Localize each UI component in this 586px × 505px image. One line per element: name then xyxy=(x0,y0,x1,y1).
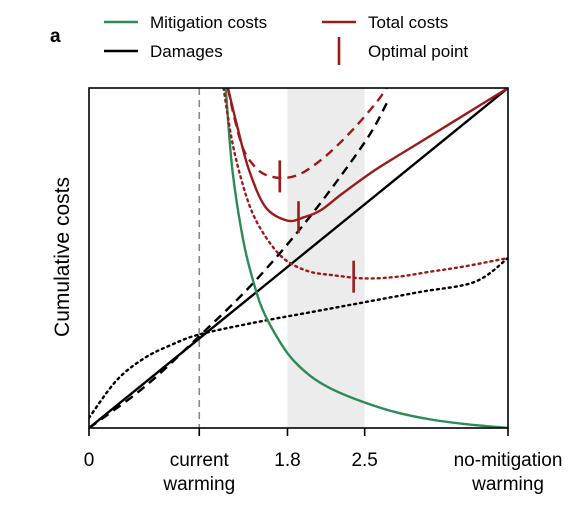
damages-dotted-line xyxy=(89,256,508,419)
legend-label: Optimal point xyxy=(368,42,468,61)
total-dotted-line xyxy=(222,88,508,280)
damages-dashed-line xyxy=(89,102,388,428)
axes-frame xyxy=(88,87,509,429)
legend: Mitigation costs Total costs Damages Optima… xyxy=(104,13,468,65)
x-tick-label: warming xyxy=(471,474,544,495)
legend-label: Total costs xyxy=(368,13,448,32)
optimal-marker-layer xyxy=(278,160,355,293)
x-tick-label: warming xyxy=(162,474,235,495)
series-layer xyxy=(89,88,508,428)
total-dashed-line xyxy=(226,88,388,180)
legend-label: Damages xyxy=(150,42,223,61)
x-axis-ticks: 0 current warming 1.8 2.5 no-mitigation warmin… xyxy=(84,428,563,495)
damages-solid-line xyxy=(89,88,508,428)
total-solid-line xyxy=(226,88,508,223)
x-tick-label: 2.5 xyxy=(351,450,377,471)
x-tick-label: 0 xyxy=(84,450,95,471)
legend-label: Mitigation costs xyxy=(150,13,267,32)
panel-label: a xyxy=(50,26,61,47)
plot-frame xyxy=(88,87,509,429)
x-tick-label: no-mitigation xyxy=(454,450,563,471)
x-tick-label: 1.8 xyxy=(274,450,300,471)
y-axis-label: Cumulative costs xyxy=(51,177,74,337)
mitigation-solid-line xyxy=(224,88,508,428)
x-tick-label: current xyxy=(170,450,230,471)
